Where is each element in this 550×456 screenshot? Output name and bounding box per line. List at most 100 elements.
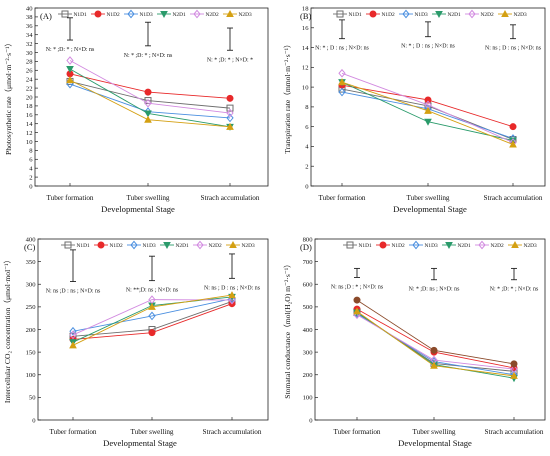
x-tick-label: Tuber swelling (126, 194, 169, 202)
y-tick-label: 38 (26, 14, 33, 21)
chart-panel-a: 0246810121416182022242628303234363840Tub… (4, 5, 269, 214)
y-tick-label: 0 (305, 183, 309, 190)
legend-entry: N1D1 (349, 12, 362, 18)
y-tick-label: 18 (26, 103, 33, 110)
legend: N1D1 N1D2 N1D3 N2D1 N2D2 N2D3 (61, 240, 255, 250)
legend-entry: N2D2 (491, 243, 504, 249)
significance-annotation: N: * ; D : ns ; N×D: ns (315, 46, 369, 52)
chart-panel-d: 0 100 200 300 400 500 600 700 800 Tuber formation… (283, 236, 546, 448)
x-axis-label: Developmental Stage (101, 204, 175, 214)
panel-label: (D) (300, 242, 312, 252)
x-tick-label: Strach accumulation (484, 194, 543, 202)
data-point (338, 87, 346, 97)
legend-entry: N1D1 (74, 12, 87, 18)
y-tick-label: 4 (29, 166, 33, 173)
y-tick-label: 0 (32, 417, 36, 424)
legend: N1D1 N1D2 N1D3 N2D1 N2D2 N2D3 (58, 9, 252, 19)
legend-marker (412, 240, 420, 250)
data-point (148, 329, 156, 337)
legend-marker (402, 9, 410, 19)
legend-entry: N1D2 (392, 243, 405, 249)
y-tick-label: 2 (29, 174, 32, 181)
y-tick-label: 10 (302, 84, 309, 91)
series-line-n2d2 (72, 299, 233, 336)
legend-marker (336, 10, 344, 18)
y-tick-label: 20 (26, 94, 33, 101)
data-point (509, 123, 517, 131)
x-tick-label: Tuber swelling (406, 194, 449, 202)
y-tick-label: 300 (303, 349, 314, 356)
legend-entry: N2D3 (524, 243, 537, 249)
data-point (148, 302, 156, 310)
legend: N1D1 N1D2 N1D3 N2D1 N2D2 N2D3 (343, 240, 537, 250)
data-point (228, 295, 236, 305)
legend-entry: N1D2 (107, 12, 120, 18)
significance-annotation: N: * ;D: * ; N×D: * (207, 57, 253, 63)
y-tick-label: 16 (26, 112, 33, 119)
x-tick-label: Strach accumulation (203, 428, 262, 436)
y-tick-label: 800 (303, 236, 314, 243)
x-axis-label: Developmental Stage (103, 438, 177, 448)
x-tick-label: Strach accumulation (485, 428, 544, 436)
y-tick-label: 200 (303, 372, 314, 379)
data-point (144, 98, 152, 108)
y-tick-label: 12 (302, 65, 309, 72)
data-point (148, 311, 156, 321)
x-axis-label: Developmental Stage (398, 438, 472, 448)
legend-marker (127, 9, 135, 19)
y-axis-label: Transpiration rate（mmol·m⁻²·s⁻¹） (283, 40, 292, 153)
series-line-n1d3 (72, 298, 233, 332)
significance-annotation: N: **;D: ns ; N×D: ns (126, 288, 179, 294)
y-tick-label: 150 (26, 349, 37, 356)
data-point (338, 78, 346, 86)
legend-entry: N2D1 (173, 12, 186, 18)
significance-annotation: N: ns ; D : ns ; N×D: ns (204, 285, 261, 291)
y-tick-label: 0 (309, 417, 313, 424)
data-point (144, 115, 152, 123)
significance-annotation: N: ns ; D : ns ; N×D: ns (485, 46, 542, 52)
data-point (510, 371, 518, 379)
data-point (338, 68, 346, 78)
y-tick-label: 600 (303, 282, 314, 289)
y-tick-label: 6 (29, 157, 33, 164)
legend-marker (511, 240, 519, 248)
y-tick-label: 8 (29, 148, 33, 155)
y-tick-label: 24 (26, 77, 33, 84)
panel-label: (A) (40, 11, 52, 21)
data-point (69, 330, 77, 340)
y-tick-label: 14 (26, 121, 33, 128)
legend-entry: N1D3 (425, 243, 438, 249)
chart-panel-b: 0 2 4 6 8 10 12 14 16 18 Tuber formation Tuber swel… (283, 5, 546, 214)
legend-marker (369, 10, 377, 18)
legend-marker (130, 240, 138, 250)
panel-label: (C) (24, 242, 36, 252)
x-tick-label: Tuber swelling (412, 428, 455, 436)
y-tick-label: 16 (302, 25, 309, 32)
y-tick-label: 4 (305, 144, 309, 151)
series-line-n1d1 (69, 80, 231, 109)
x-tick-label: Strach accumulation (201, 194, 260, 202)
legend-entry: N1D3 (143, 243, 156, 249)
y-axis-label: Intercellular CO₂ concentration（μmol·mol… (3, 256, 12, 403)
legend: N1D1 N1D2 N1D3 N2D1 N2D2 N2D3 (333, 9, 527, 19)
x-tick-label: Tuber formation (318, 194, 365, 202)
legend-entry: N2D3 (514, 12, 527, 18)
y-tick-label: 26 (26, 68, 33, 75)
y-tick-label: 50 (29, 395, 36, 402)
data-point (353, 307, 361, 315)
series-line-n2d2 (356, 314, 515, 370)
y-tick-label: 22 (26, 85, 33, 92)
x-axis-label: Developmental Stage (393, 204, 467, 214)
data-point (226, 122, 234, 130)
y-tick-label: 32 (26, 41, 33, 48)
legend-marker (445, 242, 453, 250)
legend-marker (163, 242, 171, 250)
data-point (66, 65, 74, 74)
data-point (66, 56, 74, 65)
legend-marker (468, 9, 476, 19)
y-tick-label: 2 (305, 164, 308, 171)
legend-entry: N1D1 (359, 243, 372, 249)
y-tick-label: 18 (302, 5, 309, 12)
y-tick-label: 36 (26, 23, 33, 30)
